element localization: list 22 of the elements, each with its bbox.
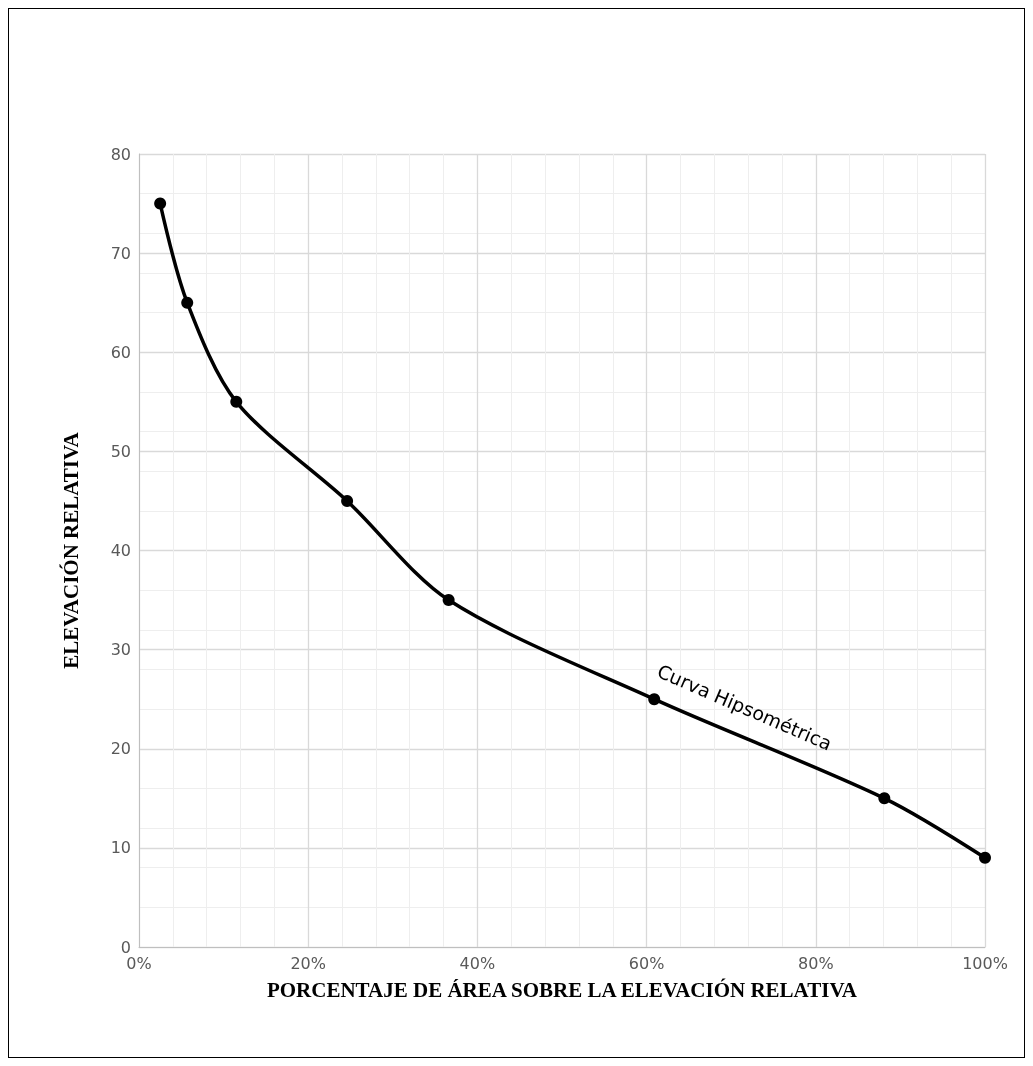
y-tick-label: 50 [110,441,131,461]
point [341,494,354,507]
y-tick-label: 30 [110,640,131,660]
x-tick-label: 80% [798,953,834,973]
point [181,296,194,309]
y-tick-label: 40 [110,541,131,560]
x-tick-label: 20% [290,953,326,973]
x-axis-title: PORCENTAJE DE ÁREA SOBRE LA ELEVACIÓN RELATIVA [266,977,858,1002]
point [979,851,991,864]
point [442,594,455,607]
y-tick-label: 80 [110,144,131,164]
point [230,395,243,408]
y-tick-label: 10 [110,838,131,858]
point [154,197,167,210]
y-tick-label: 70 [110,243,131,263]
y-tick-label: 20 [110,739,131,759]
y-axis-title: ELEVACIÓN RELATIVA [58,431,83,669]
x-tick-label: 100% [962,953,1008,973]
point [878,792,891,805]
y-tick-label: 60 [110,342,131,362]
x-tick-label: 40% [459,953,496,973]
x-tick-label: 60% [628,953,665,973]
